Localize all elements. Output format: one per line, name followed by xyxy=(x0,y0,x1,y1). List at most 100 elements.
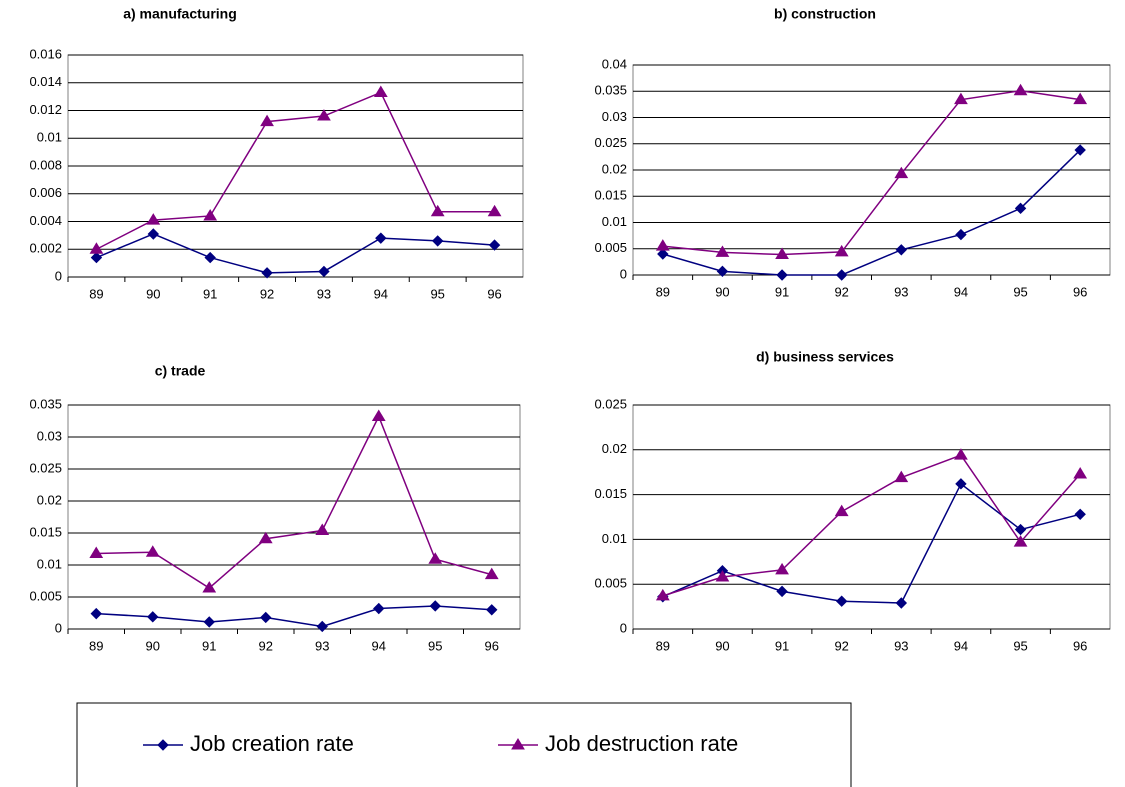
y-tick-label: 0 xyxy=(55,620,62,635)
plot-area xyxy=(67,404,521,630)
data-point xyxy=(147,611,159,623)
data-point xyxy=(258,531,273,544)
series-line xyxy=(96,91,495,250)
x-tick-label: 90 xyxy=(715,284,729,299)
legend-box xyxy=(76,702,852,787)
x-tick-label: 89 xyxy=(656,284,670,299)
data-point xyxy=(894,166,909,179)
y-tick-label: 0.025 xyxy=(594,135,627,150)
data-point xyxy=(375,232,387,244)
x-tick-label: 94 xyxy=(954,638,968,653)
chart-title: a) manufacturing xyxy=(123,6,237,22)
x-tick-label: 96 xyxy=(1073,638,1087,653)
y-tick-label: 0.015 xyxy=(594,188,627,203)
data-point xyxy=(430,204,445,217)
series-line xyxy=(96,233,495,274)
x-tick-label: 90 xyxy=(146,638,160,653)
chart-title: b) construction xyxy=(774,6,876,22)
x-tick-label: 90 xyxy=(715,638,729,653)
data-point xyxy=(429,600,441,612)
data-point xyxy=(715,245,730,257)
data-point xyxy=(373,85,388,97)
series-line xyxy=(96,605,492,628)
y-tick-label: 0.02 xyxy=(602,441,627,456)
data-point xyxy=(835,269,848,281)
y-tick-label: 0.03 xyxy=(37,428,62,443)
x-tick-label: 92 xyxy=(834,638,848,653)
y-tick-label: 0.01 xyxy=(37,556,62,571)
data-point xyxy=(776,269,788,281)
data-point xyxy=(894,470,909,483)
x-tick-label: 95 xyxy=(1013,284,1027,299)
data-point xyxy=(1013,83,1028,96)
data-point xyxy=(775,562,789,575)
x-tick-label: 93 xyxy=(894,284,908,299)
data-point xyxy=(488,239,501,251)
x-tick-label: 92 xyxy=(834,284,848,299)
data-point xyxy=(431,235,444,247)
y-tick-label: 0.012 xyxy=(29,102,62,117)
data-point xyxy=(834,244,849,257)
data-point xyxy=(1014,202,1027,215)
series-line xyxy=(662,89,1081,256)
data-point xyxy=(776,585,788,598)
legend-marker xyxy=(157,739,169,751)
x-tick-label: 89 xyxy=(89,286,103,301)
data-point xyxy=(487,204,502,217)
y-tick-label: 0 xyxy=(620,266,627,281)
data-point xyxy=(655,239,670,251)
data-point xyxy=(1073,467,1088,479)
chart-title: c) trade xyxy=(155,363,206,379)
x-tick-label: 92 xyxy=(260,286,274,301)
series-line xyxy=(662,454,1081,597)
chart-title: d) business services xyxy=(756,349,894,365)
data-point xyxy=(1013,535,1028,547)
series-line xyxy=(662,482,1081,604)
y-tick-label: 0.006 xyxy=(29,185,62,200)
data-point xyxy=(373,602,385,615)
data-point xyxy=(316,620,328,633)
data-point xyxy=(955,228,967,241)
data-point xyxy=(90,251,103,264)
legend-label: Job destruction rate xyxy=(545,731,738,756)
y-tick-label: 0.002 xyxy=(29,241,62,256)
y-tick-label: 0.015 xyxy=(594,486,627,501)
y-tick-label: 0.005 xyxy=(29,588,62,603)
y-tick-label: 0.01 xyxy=(37,130,62,145)
x-tick-label: 95 xyxy=(430,286,444,301)
data-point xyxy=(835,595,848,607)
x-tick-label: 93 xyxy=(315,638,329,653)
x-tick-label: 90 xyxy=(146,286,160,301)
plot-area xyxy=(632,404,1111,630)
y-tick-label: 0.005 xyxy=(594,240,627,255)
data-point xyxy=(1014,523,1027,536)
x-tick-label: 94 xyxy=(372,638,386,653)
y-tick-label: 0.004 xyxy=(29,213,62,228)
data-point xyxy=(147,228,160,240)
y-tick-label: 0.03 xyxy=(602,109,627,124)
x-tick-label: 94 xyxy=(954,284,968,299)
data-point xyxy=(202,581,217,593)
data-point xyxy=(203,208,218,221)
y-tick-label: 0.035 xyxy=(29,396,62,411)
data-point xyxy=(715,570,730,582)
data-point xyxy=(315,523,330,535)
y-tick-label: 0 xyxy=(55,268,62,283)
y-tick-label: 0.02 xyxy=(37,492,62,507)
data-point xyxy=(203,616,215,628)
x-tick-label: 93 xyxy=(894,638,908,653)
y-tick-label: 0.01 xyxy=(602,531,627,546)
data-point xyxy=(204,251,216,264)
data-point xyxy=(486,604,498,616)
data-point xyxy=(371,409,386,422)
legend-label: Job creation rate xyxy=(190,731,354,756)
y-tick-label: 0.04 xyxy=(602,56,627,71)
data-point xyxy=(954,448,968,460)
data-point xyxy=(955,478,967,490)
data-point xyxy=(775,247,789,260)
y-tick-label: 0.02 xyxy=(602,161,627,176)
data-point xyxy=(260,114,274,127)
series-line xyxy=(662,149,1081,276)
x-tick-label: 96 xyxy=(485,638,499,653)
